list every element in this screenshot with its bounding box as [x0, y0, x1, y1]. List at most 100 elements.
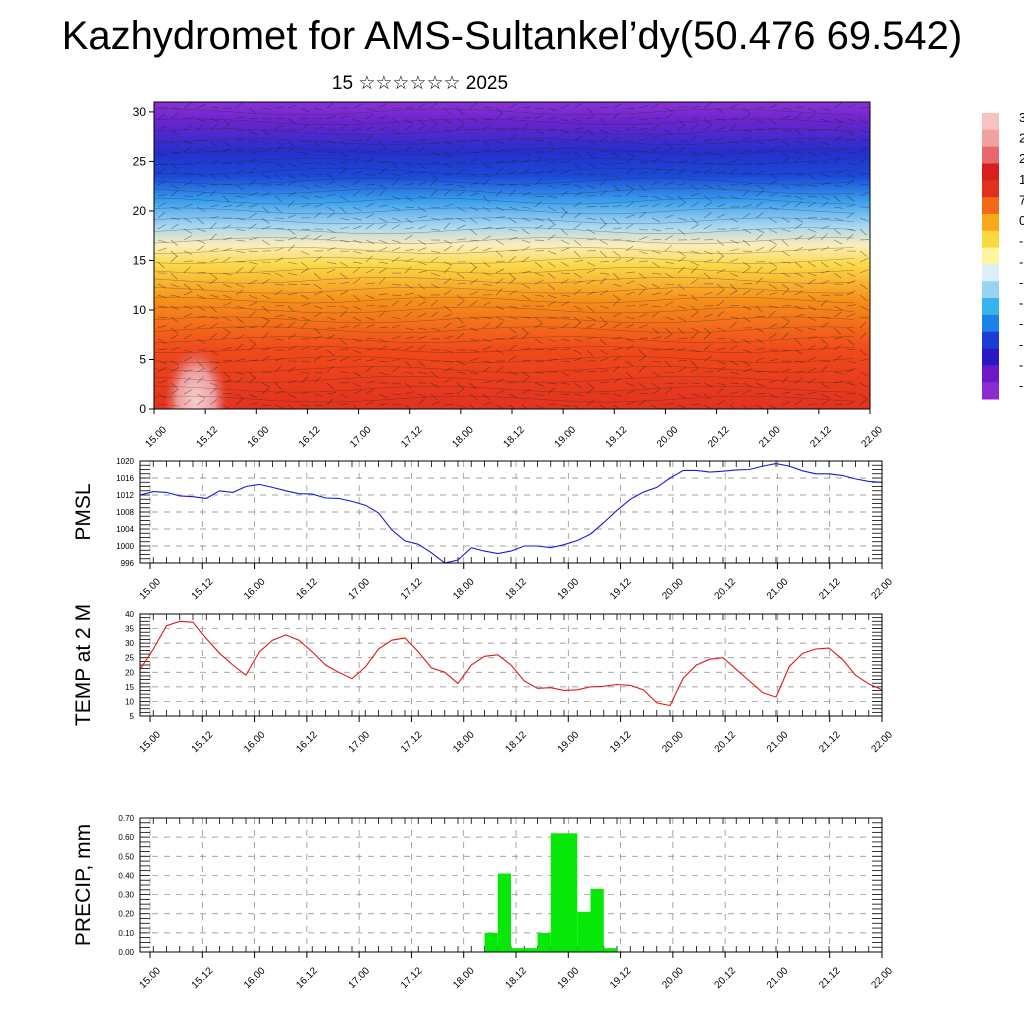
wind-barb	[326, 334, 336, 340]
wind-barb	[599, 349, 609, 355]
wind-barb	[612, 204, 622, 208]
wind-barb	[703, 313, 713, 318]
wind-barb	[456, 118, 466, 123]
wind-barb	[820, 151, 830, 156]
wind-barb	[183, 217, 192, 223]
wind-barb	[508, 147, 518, 153]
wind-barb	[443, 278, 452, 285]
wind-barb	[534, 171, 544, 175]
wind-barb	[287, 333, 296, 340]
wind-barb	[170, 190, 179, 197]
wind-barb	[365, 324, 375, 329]
wind-barb	[248, 279, 258, 285]
wind-barb	[339, 123, 348, 131]
wind-barb	[716, 311, 725, 318]
wind-barb	[677, 118, 685, 126]
wind-barb	[183, 389, 193, 395]
wind-barb	[625, 156, 633, 164]
wind-barb	[534, 178, 542, 186]
wind-barb	[430, 382, 439, 388]
wind-barb	[820, 173, 830, 177]
wind-barb	[833, 195, 841, 203]
wind-barb	[352, 146, 361, 153]
pmsl-ytick-label: 1020	[116, 457, 134, 466]
wind-barb	[417, 215, 427, 219]
wind-barb	[261, 371, 271, 373]
wind-barb	[807, 261, 816, 268]
wind-barb	[456, 404, 466, 408]
wind-barb	[638, 204, 648, 208]
wind-barb	[235, 344, 244, 351]
wind-barb	[196, 217, 204, 225]
wind-barb	[755, 277, 763, 285]
wind-barb	[846, 103, 856, 109]
wind-barb	[833, 355, 842, 362]
wind-barb	[313, 291, 323, 296]
wind-barb	[209, 189, 217, 197]
wind-barb	[690, 124, 699, 131]
contour-line	[154, 366, 855, 373]
wind-barb	[729, 272, 739, 277]
wind-barb	[833, 403, 843, 406]
wind-barb	[365, 184, 375, 186]
wind-barb	[820, 140, 829, 146]
precip-bar	[497, 873, 511, 952]
wind-barb	[560, 261, 569, 267]
date-subtitle: 15 ☆☆☆☆☆☆ 2025	[331, 73, 509, 94]
wind-barb	[612, 294, 621, 300]
temp-ytick-label: 5	[130, 712, 135, 721]
wind-barb	[352, 127, 362, 131]
wind-barb	[352, 104, 362, 109]
wind-barb	[690, 278, 699, 285]
wind-barb	[261, 239, 270, 246]
wind-barb	[313, 151, 323, 153]
wind-barb	[638, 272, 646, 280]
wind-barb	[612, 162, 623, 164]
wind-barb	[508, 103, 518, 109]
wind-barb	[482, 322, 491, 329]
pmsl-xtick-label: 18.00	[451, 576, 477, 602]
colorbar-label: 2	[1019, 151, 1024, 166]
wind-barb	[235, 102, 244, 109]
wind-barb	[287, 118, 296, 124]
colorbar-label: -	[1019, 234, 1023, 249]
colorbar-segment	[982, 264, 999, 282]
pmsl-series-line	[139, 463, 883, 564]
wind-barb	[846, 338, 855, 345]
wind-barb	[846, 162, 856, 166]
wind-barb	[599, 223, 608, 230]
wind-barb	[235, 398, 243, 406]
wind-barb	[781, 349, 791, 352]
wind-barb	[755, 347, 765, 351]
wind-barb	[261, 382, 271, 388]
temp-xtick-label: 21.00	[765, 729, 791, 755]
precip-bar	[577, 911, 591, 952]
wind-barb	[794, 290, 804, 296]
heatmap-xtick-label: 21.00	[757, 424, 783, 450]
contour-lines	[154, 108, 855, 403]
wind-barb	[365, 202, 375, 208]
wind-barb	[339, 305, 349, 310]
wind-barb	[430, 401, 440, 406]
wind-barb	[716, 327, 726, 332]
contour-line	[154, 187, 855, 195]
wind-barb	[209, 272, 218, 279]
wind-barb	[781, 316, 790, 322]
wind-barb	[313, 393, 323, 397]
wind-barb	[729, 316, 739, 319]
wind-barb	[664, 360, 672, 368]
wind-barb	[599, 381, 609, 384]
contour-line	[154, 326, 855, 334]
wind-barb	[456, 191, 466, 197]
heatmap-xtick-label: 15.12	[195, 424, 221, 450]
wind-barb	[157, 202, 166, 208]
wind-barb	[742, 289, 751, 296]
wind-barb	[417, 270, 427, 274]
wind-barb	[560, 393, 571, 395]
wind-barb	[313, 272, 321, 280]
wind-barb	[768, 333, 777, 340]
wind-barb	[443, 335, 453, 340]
wind-barb	[274, 323, 284, 329]
wind-barb	[599, 250, 607, 258]
wind-barb	[235, 228, 245, 232]
